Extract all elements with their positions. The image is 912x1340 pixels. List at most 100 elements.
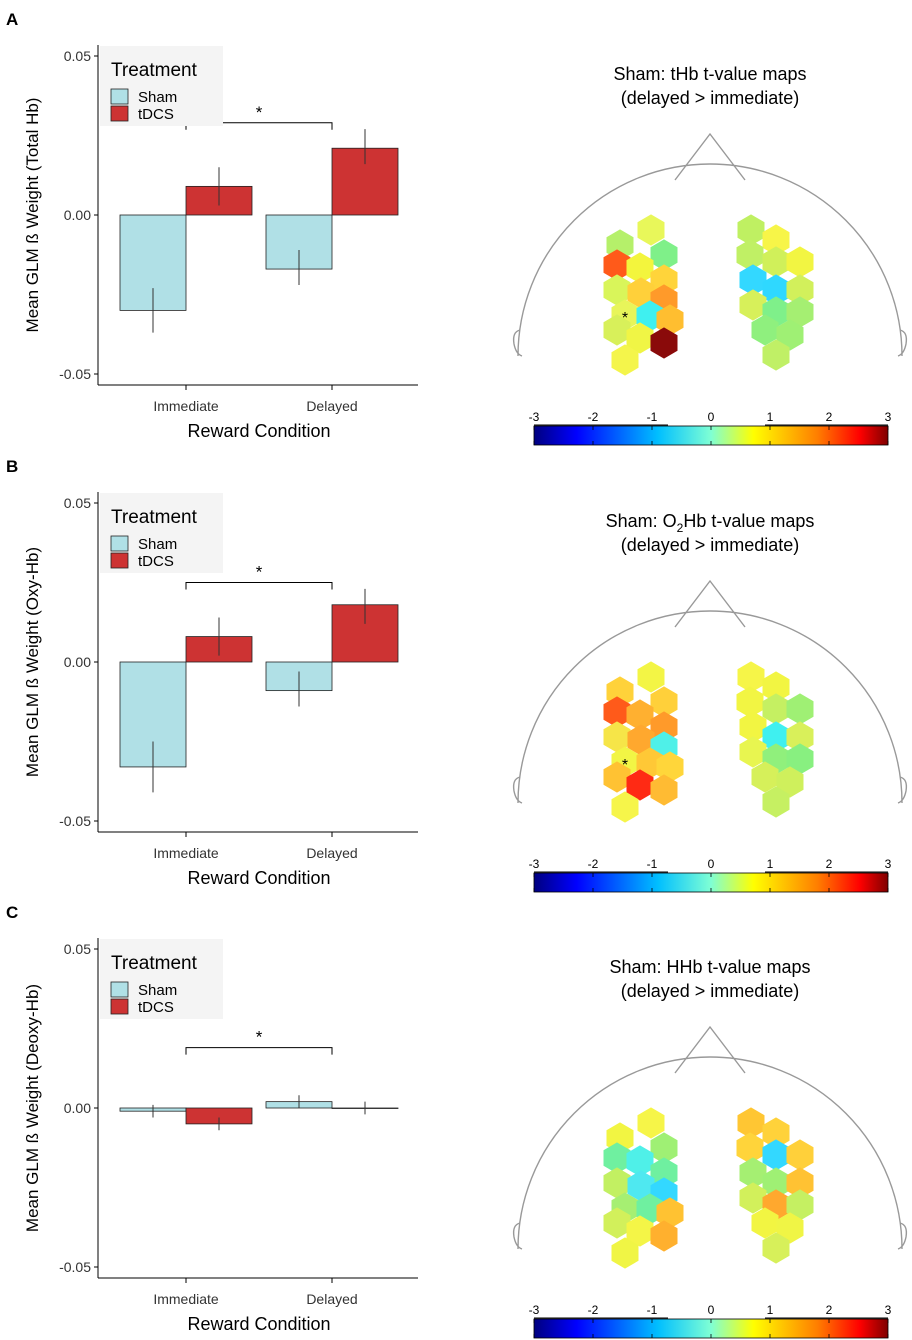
map-title-text: Sham: O <box>606 511 677 531</box>
significance-bracket <box>185 582 333 590</box>
left-ear-outline <box>512 776 523 804</box>
figure-panel-a: 0.05 0.00 -0.05 Mean GLM ß Weight (Total Hb… <box>23 45 908 446</box>
panel-b: B 0.05 0.00 -0.05 Mean GLM ß Weight (Oxy-Hb… <box>0 447 912 894</box>
scalp-channel-tile <box>603 314 631 346</box>
legend-swatch-sham <box>110 535 129 552</box>
nose-outline <box>674 1025 746 1074</box>
scalp-channel-tile <box>786 693 814 725</box>
scalp-channel-tile <box>736 686 764 718</box>
colorbar-tick-label: -3 <box>529 410 540 424</box>
scalp-channel-tile <box>637 1107 665 1139</box>
significance-marker: * <box>256 1028 263 1047</box>
colorbar-tick-label: 3 <box>885 857 892 871</box>
nose-outline <box>674 579 746 628</box>
colorbar-tick-label: -2 <box>588 410 599 424</box>
legend-label: Sham <box>138 536 177 553</box>
scalp-channel-tile <box>739 289 767 321</box>
scalp-channel-tile <box>751 761 779 793</box>
panel-label: C <box>6 903 19 922</box>
scalp-channel-tile <box>611 1237 639 1269</box>
colorbar-tick-label: 0 <box>708 1303 715 1317</box>
colorbar-tick-label: 0 <box>708 857 715 871</box>
y-tick-label: 0.05 <box>64 941 91 957</box>
colorbar-tick-label: 2 <box>826 1303 833 1317</box>
right-ear-outline <box>897 776 908 804</box>
legend-label: tDCS <box>138 106 174 123</box>
significance-bracket <box>185 122 333 130</box>
colorbar-tick-label: -1 <box>647 1303 658 1317</box>
y-tick-label: -0.05 <box>59 366 91 382</box>
nose-outline <box>674 132 746 181</box>
map-subtitle: (delayed > immediate) <box>621 981 800 1001</box>
scalp-channel-tile <box>736 1132 764 1164</box>
scalp-channel-tile <box>786 246 814 278</box>
scalp-channel-tile <box>762 693 790 725</box>
legend-label: Sham <box>138 89 177 106</box>
x-tick-label: Immediate <box>153 1291 219 1307</box>
scalp-channel-tile <box>603 761 631 793</box>
legend-title: Treatment <box>111 953 198 974</box>
scalp-channel-tile <box>611 344 639 376</box>
scalp-channel-tile <box>739 1182 767 1214</box>
x-tick-label: Delayed <box>306 1291 357 1307</box>
colorbar-tick-label: -3 <box>529 857 540 871</box>
significance-bracket <box>185 1047 333 1055</box>
colorbar-tick-label: -2 <box>588 857 599 871</box>
legend-swatch-tdcs <box>110 552 129 569</box>
y-tick-label: 0.05 <box>64 495 91 511</box>
legend-label: tDCS <box>138 553 174 570</box>
scalp-channel-tile <box>762 786 790 818</box>
scalp-channel-tile <box>776 319 804 351</box>
y-tick-label: 0.00 <box>64 654 91 670</box>
x-axis-label: Reward Condition <box>187 1314 330 1334</box>
scalp-channel-tile <box>650 1220 678 1252</box>
scalp-channel-tile <box>650 774 678 806</box>
scalp-channel-tile <box>786 1139 814 1171</box>
right-ear-outline <box>897 329 908 357</box>
colorbar-tick-label: 1 <box>767 410 774 424</box>
y-axis-label: Mean GLM ß Weight (Total Hb) <box>23 98 42 333</box>
colorbar-tick-label: 0 <box>708 410 715 424</box>
map-title: Sham: O2Hb t-value maps <box>606 511 815 535</box>
y-tick-label: -0.05 <box>59 1259 91 1275</box>
map-title-text: Sham: HHb t-value maps <box>609 957 810 977</box>
map-subtitle: (delayed > immediate) <box>621 535 800 555</box>
map-subtitle: (delayed > immediate) <box>621 88 800 108</box>
scalp-channel-tile <box>762 1139 790 1171</box>
scalp-channel-tile <box>637 214 665 246</box>
legend-title: Treatment <box>111 60 198 81</box>
scalp-channel-tile <box>626 322 654 354</box>
scalp-channel-tile <box>751 1207 779 1239</box>
scalp-channel-tile <box>626 1215 654 1247</box>
map-significance-marker: * <box>622 757 628 774</box>
y-tick-label: 0.05 <box>64 48 91 64</box>
colorbar-tick-label: -1 <box>647 410 658 424</box>
x-tick-label: Immediate <box>153 845 219 861</box>
colorbar-tick-label: -1 <box>647 857 658 871</box>
panel-label: B <box>6 457 19 476</box>
panel-c: C 0.05 0.00 -0.05 Mean GLM ß Weight (Deoxy-… <box>0 893 912 1340</box>
colorbar-tick-label: 1 <box>767 1303 774 1317</box>
significance-marker: * <box>256 563 263 582</box>
panel-a: A 0.05 0.00 -0.05 Mean GLM ß Weight (Total … <box>0 0 912 447</box>
colorbar-tick-label: -3 <box>529 1303 540 1317</box>
panel-label: A <box>6 10 19 29</box>
colorbar-tick-label: 3 <box>885 410 892 424</box>
colorbar-tick-label: -2 <box>588 1303 599 1317</box>
colorbar-tick-label: 2 <box>826 410 833 424</box>
x-tick-label: Immediate <box>153 398 219 414</box>
scalp-channel-tile <box>603 1207 631 1239</box>
scalp-channel-tile <box>736 239 764 271</box>
legend-title: Treatment <box>111 507 198 528</box>
colorbar-tick-label: 1 <box>767 857 774 871</box>
y-tick-label: 0.00 <box>64 1100 91 1116</box>
scalp-channel-tile <box>776 766 804 798</box>
significance-marker: * <box>256 103 263 122</box>
head-outline <box>517 1056 903 1250</box>
scalp-channel-tile <box>762 339 790 371</box>
map-title-text: Sham: tHb t-value maps <box>613 64 806 84</box>
bar-tdcs <box>331 147 399 216</box>
left-ear-outline <box>512 1222 523 1250</box>
map-title-suffix: Hb t-value maps <box>683 511 814 531</box>
map-title: Sham: tHb t-value maps <box>613 64 806 84</box>
